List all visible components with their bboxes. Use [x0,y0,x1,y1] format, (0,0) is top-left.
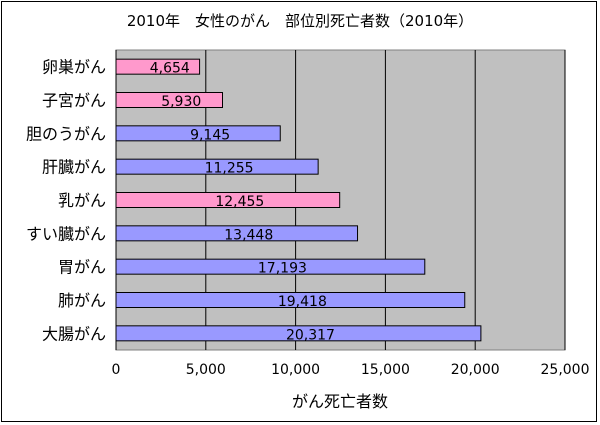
x-tick-label: 15,000 [361,362,410,378]
category-label: 肝臓がん [42,158,106,177]
data-label: 20,317 [286,327,335,343]
bar [115,192,341,208]
chart-title: 2010年 女性のがん 部位別死亡者数（2010年） [126,12,474,30]
x-tick-label: 0 [112,362,121,378]
bar [115,158,319,175]
bar [115,325,482,342]
category-label: 胆のうがん [26,124,106,143]
bar [115,292,466,308]
bar [115,92,224,108]
bars [115,58,482,342]
x-tick-label: 20,000 [451,362,500,378]
data-label: 5,930 [161,94,201,110]
data-labels: 4,654 5,930 9,145 11,255 12,455 13,448 17,193 1… [150,61,335,344]
data-label: 12,455 [215,194,264,210]
x-tick-label: 5,000 [186,362,226,378]
x-tick-labels: 0 5,000 10,000 15,000 20,000 25,000 [112,362,590,378]
data-label: 17,193 [258,261,307,277]
bar [115,225,359,242]
data-label: 4,654 [150,61,190,77]
category-label: 大腸がん [42,324,106,343]
category-label: すい臓がん [26,224,106,243]
bar [115,258,426,275]
x-tick-label: 10,000 [271,362,320,378]
data-label: 19,418 [278,294,327,310]
category-label: 乳がん [58,191,106,210]
category-label: 子宮がん [42,91,106,110]
x-tick-label: 25,000 [541,362,590,378]
category-label: 胃がん [58,258,106,277]
data-label: 11,255 [205,161,254,177]
x-axis-title: がん死亡者数 [292,392,388,411]
category-label: 肺がん [58,291,106,310]
data-label: 13,448 [224,227,273,243]
data-label: 9,145 [190,127,230,143]
bar [115,125,281,142]
bar [115,58,201,75]
category-label: 卵巣がん [42,58,106,77]
